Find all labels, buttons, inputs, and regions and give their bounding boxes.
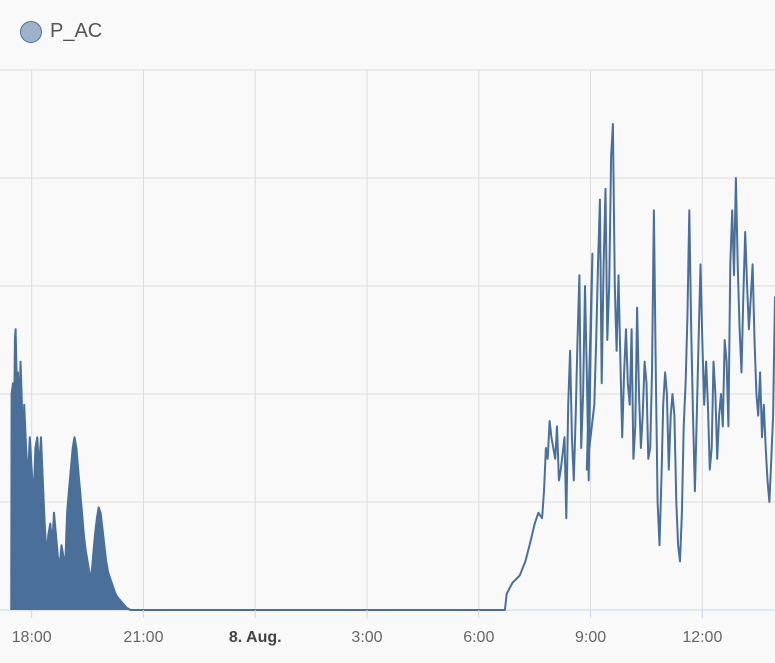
legend-label: P_AC: [50, 20, 103, 42]
series-line[interactable]: [10, 123, 775, 611]
x-tick-label: 6:00: [463, 629, 494, 646]
x-tick-label: 9:00: [575, 629, 606, 646]
x-tick-label: 12:00: [682, 629, 722, 646]
series-area: [10, 123, 775, 611]
x-tick-label: 8. Aug.: [229, 629, 282, 646]
legend-swatch: [20, 20, 42, 43]
x-tick-label: 21:00: [123, 629, 163, 646]
x-tick-label: 3:00: [351, 629, 382, 646]
x-tick-label: 18:00: [12, 629, 52, 646]
series-fill: [11, 329, 131, 610]
x-axis: 18:00 21:00 8. Aug. 3:00 6:00 9:00 12:00: [12, 610, 722, 646]
legend[interactable]: P_AC: [20, 20, 102, 43]
